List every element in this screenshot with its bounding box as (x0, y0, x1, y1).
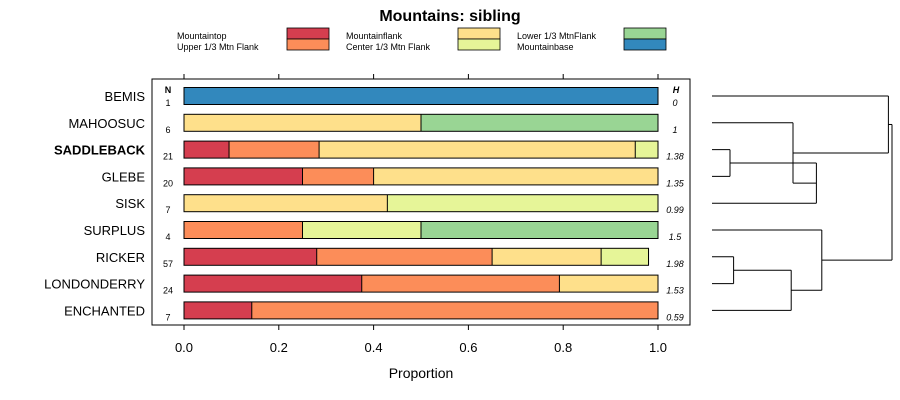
x-tick-label-0-6: 0.6 (459, 340, 477, 355)
bar-ricker-mountaintop (184, 248, 317, 266)
legend-swatch-mountainbase (623, 38, 667, 51)
bar-londonderry-mountainflank (559, 275, 658, 293)
bar-bemis-mountainbase (184, 87, 658, 105)
bar-saddleback-center-1-3-mtn-flank (635, 141, 658, 159)
bar-outline-sisk (183, 194, 659, 213)
h-column-header: H (673, 85, 680, 95)
h-label-londonderry: 1.53 (666, 286, 684, 296)
legend-swatch-mountainflank (457, 27, 501, 40)
bar-ricker-upper-1-3-mtn-flank (316, 248, 493, 266)
category-label-saddleback: SADDLEBACK (54, 143, 146, 158)
bar-saddleback-mountaintop (184, 141, 230, 159)
h-label-ricker: 1.98 (666, 259, 684, 269)
h-label-sisk: 0.99 (666, 205, 684, 215)
bar-sisk-mountainflank (184, 194, 388, 212)
category-label-sisk: SISK (115, 196, 145, 211)
bar-saddleback-upper-1-3-mtn-flank (229, 141, 320, 159)
x-tick-label-0-4: 0.4 (365, 340, 383, 355)
category-label-surplus: SURPLUS (84, 223, 146, 238)
bar-glebe-mountainflank (373, 167, 658, 185)
x-axis-label: Proportion (389, 365, 454, 381)
bar-londonderry-upper-1-3-mtn-flank (361, 275, 560, 293)
n-label-ricker: 57 (163, 259, 173, 269)
bar-outline-glebe (183, 167, 659, 186)
bar-mahoosuc-lower-1-3-mtnflank (421, 114, 658, 132)
n-label-saddleback: 21 (163, 152, 173, 162)
legend-label-mountainbase: Mountainbase (517, 42, 574, 52)
bar-mahoosuc-mountainflank (184, 114, 421, 132)
h-label-enchanted: 0.59 (666, 312, 684, 322)
bar-surplus-upper-1-3-mtn-flank (184, 221, 303, 239)
category-label-glebe: GLEBE (102, 169, 146, 184)
n-label-mahoosuc: 6 (165, 125, 170, 135)
bar-enchanted-upper-1-3-mtn-flank (251, 301, 659, 319)
h-label-bemis: 0 (672, 98, 677, 108)
bar-glebe-mountaintop (184, 167, 303, 185)
x-tick-label-0-2: 0.2 (270, 340, 288, 355)
category-label-londonderry: LONDONDERRY (44, 277, 145, 292)
category-label-ricker: RICKER (96, 250, 145, 265)
legend-swatch-mountaintop (286, 27, 330, 40)
bar-enchanted-mountaintop (184, 301, 252, 319)
bar-group (183, 87, 659, 320)
bar-surplus-center-1-3-mtn-flank (302, 221, 421, 239)
plot-frame (151, 78, 691, 326)
legend-label-mountaintop: Mountaintop (177, 31, 227, 41)
bar-ricker-center-1-3-mtn-flank (601, 248, 649, 266)
bar-outline-londonderry (183, 274, 659, 293)
x-tick-label-0-0: 0.0 (175, 340, 193, 355)
h-labels: 0 1 1.38 1.35 0.99 1.5 1.98 1.53 0.59 (666, 98, 685, 322)
bar-londonderry-mountaintop (184, 275, 362, 293)
legend-swatch-upper-1-3-mtn-flank (286, 38, 330, 51)
bar-saddleback-mountainflank (319, 141, 636, 159)
bar-outline-bemis (183, 87, 659, 105)
n-label-sisk: 7 (165, 205, 170, 215)
category-label-bemis: BEMIS (105, 89, 146, 104)
n-labels: 1 6 21 20 7 4 57 24 7 (163, 98, 173, 322)
n-label-surplus: 4 (165, 232, 170, 242)
n-column-header: N (165, 85, 172, 95)
chart-title: Mountains: sibling (379, 8, 520, 25)
legend-label-lower-1-3-mtnflank: Lower 1/3 MtnFlank (517, 31, 597, 41)
category-labels: BEMIS MAHOOSUC SADDLEBACK GLEBE SISK SURPLUS R… (44, 89, 146, 318)
legend-swatch-center-1-3-mtn-flank (457, 38, 501, 51)
h-label-glebe: 1.35 (666, 178, 685, 188)
bar-glebe-upper-1-3-mtn-flank (302, 167, 374, 185)
category-label-enchanted: ENCHANTED (64, 303, 145, 318)
n-label-glebe: 20 (163, 178, 173, 188)
h-label-mahoosuc: 1 (672, 125, 677, 135)
legend-label-mountainflank: Mountainflank (346, 31, 403, 41)
n-label-enchanted: 7 (165, 312, 170, 322)
legend-label-center-1-3-mtn-flank: Center 1/3 Mtn Flank (346, 42, 431, 52)
dendrogram (712, 95, 893, 311)
n-label-bemis: 1 (165, 98, 170, 108)
bar-sisk-center-1-3-mtn-flank (387, 194, 658, 212)
h-label-surplus: 1.5 (669, 232, 683, 242)
bar-ricker-mountainflank (492, 248, 602, 266)
x-tick-label-1-0: 1.0 (649, 340, 667, 355)
x-tick-label-0-8: 0.8 (554, 340, 572, 355)
legend-label-upper-1-3-mtn-flank: Upper 1/3 Mtn Flank (177, 42, 259, 52)
legend-swatch-lower-1-3-mtnflank (623, 27, 667, 40)
category-label-mahoosuc: MAHOOSUC (68, 116, 145, 131)
bar-surplus-lower-1-3-mtnflank (421, 221, 658, 239)
bar-outline-enchanted (183, 301, 659, 320)
x-axis: 0.0 0.2 0.4 0.6 0.8 1.0 (175, 74, 667, 355)
h-label-saddleback: 1.38 (666, 152, 684, 162)
n-label-londonderry: 24 (163, 286, 173, 296)
bar-outline-saddleback (183, 140, 659, 159)
